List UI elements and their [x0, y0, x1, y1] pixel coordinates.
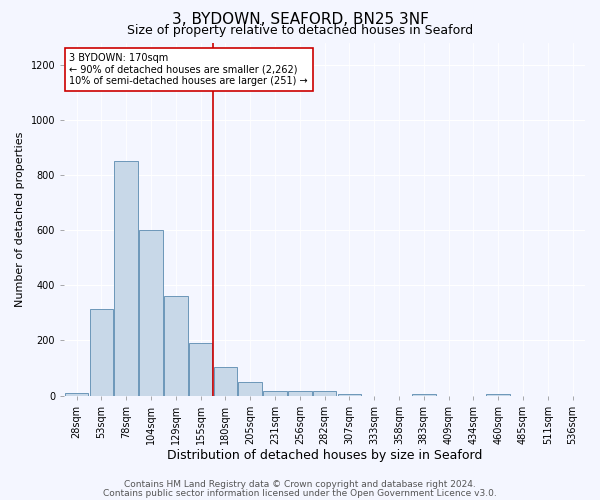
Bar — [89, 308, 113, 396]
Bar — [115, 161, 138, 396]
Bar — [214, 366, 237, 396]
Bar — [65, 393, 88, 396]
Bar — [238, 382, 262, 396]
Bar — [164, 296, 188, 396]
Bar — [338, 394, 361, 396]
Y-axis label: Number of detached properties: Number of detached properties — [15, 132, 25, 306]
Bar — [313, 392, 337, 396]
Bar — [263, 392, 287, 396]
Bar — [288, 392, 311, 396]
Text: Size of property relative to detached houses in Seaford: Size of property relative to detached ho… — [127, 24, 473, 37]
Bar — [487, 394, 510, 396]
Text: Contains public sector information licensed under the Open Government Licence v3: Contains public sector information licen… — [103, 488, 497, 498]
Text: 3 BYDOWN: 170sqm
← 90% of detached houses are smaller (2,262)
10% of semi-detach: 3 BYDOWN: 170sqm ← 90% of detached house… — [70, 53, 308, 86]
X-axis label: Distribution of detached houses by size in Seaford: Distribution of detached houses by size … — [167, 450, 482, 462]
Text: 3, BYDOWN, SEAFORD, BN25 3NF: 3, BYDOWN, SEAFORD, BN25 3NF — [172, 12, 428, 28]
Bar — [189, 343, 212, 396]
Text: Contains HM Land Registry data © Crown copyright and database right 2024.: Contains HM Land Registry data © Crown c… — [124, 480, 476, 489]
Bar — [139, 230, 163, 396]
Bar — [412, 394, 436, 396]
